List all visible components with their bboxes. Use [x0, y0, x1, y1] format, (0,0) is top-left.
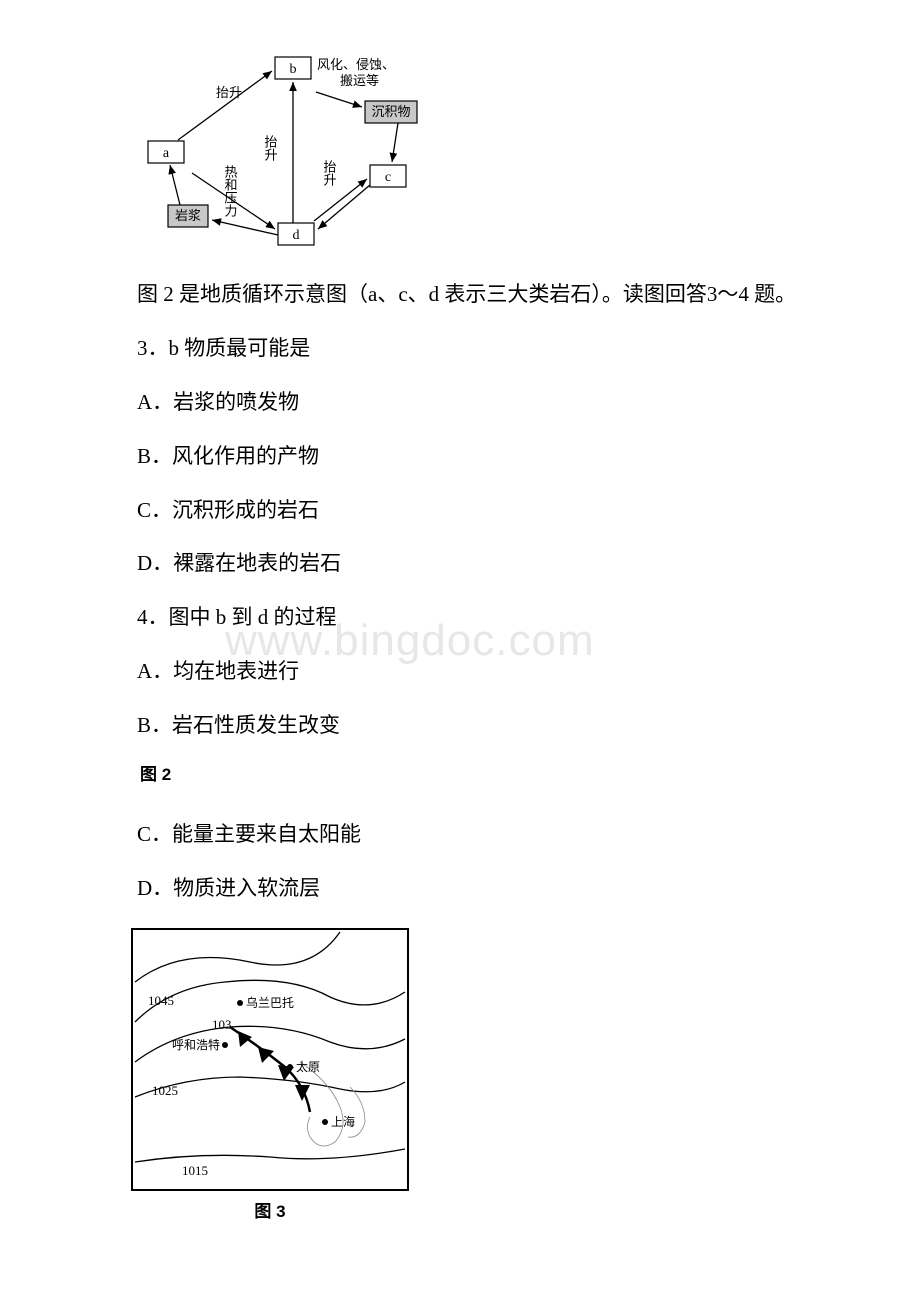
svg-text:抬升: 抬升 [322, 160, 337, 186]
q3-option-a: A．岩浆的喷发物 [95, 383, 825, 423]
q3-option-c: C．沉积形成的岩石 [95, 491, 825, 531]
q4-option-b: B．岩石性质发生改变 [95, 706, 825, 746]
flowchart-svg: a b c d 岩浆 沉积物 抬升 风化、侵蚀、 搬运等 [130, 45, 440, 250]
intro-paragraph: 图 2 是地质循环示意图（a、c、d 表示三大类岩石）。读图回答3～4 题。 [95, 275, 825, 315]
svg-text:热和压力: 热和压力 [223, 165, 238, 218]
q3-option-b: B．风化作用的产物 [95, 437, 825, 477]
figure-3-label: 图 3 [130, 1197, 410, 1222]
svg-text:上海: 上海 [331, 1114, 355, 1129]
svg-text:抬升: 抬升 [216, 85, 242, 100]
svg-text:太原: 太原 [296, 1059, 320, 1074]
geologic-cycle-diagram: a b c d 岩浆 沉积物 抬升 风化、侵蚀、 搬运等 [130, 45, 825, 250]
svg-text:风化、侵蚀、: 风化、侵蚀、 [317, 57, 395, 72]
svg-text:搬运等: 搬运等 [340, 73, 379, 88]
q3-stem: 3．b 物质最可能是 [95, 329, 825, 369]
q4-stem: 4．图中 b 到 d 的过程 [95, 598, 825, 638]
svg-text:c: c [385, 170, 391, 185]
q3-option-d: D．裸露在地表的岩石 [95, 544, 825, 584]
svg-text:a: a [163, 146, 170, 161]
figure-2-label: 图 2 [140, 760, 825, 785]
svg-text:呼和浩特: 呼和浩特 [172, 1037, 220, 1052]
svg-text:b: b [290, 62, 297, 77]
svg-text:岩浆: 岩浆 [175, 208, 201, 223]
svg-text:1045: 1045 [148, 993, 174, 1008]
q4-option-d: D．物质进入软流层 [95, 869, 825, 909]
svg-text:乌兰巴托: 乌兰巴托 [246, 995, 294, 1010]
svg-text:d: d [293, 228, 300, 243]
q4-option-c: C．能量主要来自太阳能 [95, 815, 825, 855]
svg-text:1025: 1025 [152, 1083, 178, 1098]
svg-text:沉积物: 沉积物 [371, 104, 410, 119]
weather-map: 1045 103 1025 1015 乌兰巴托 呼和浩特 太原 上海 [130, 927, 825, 1192]
svg-text:抬升: 抬升 [263, 135, 278, 161]
map-svg: 1045 103 1025 1015 乌兰巴托 呼和浩特 太原 上海 [130, 927, 410, 1192]
q4-option-a: A．均在地表进行 [95, 652, 825, 692]
svg-text:103: 103 [212, 1017, 232, 1032]
svg-text:1015: 1015 [182, 1163, 208, 1178]
